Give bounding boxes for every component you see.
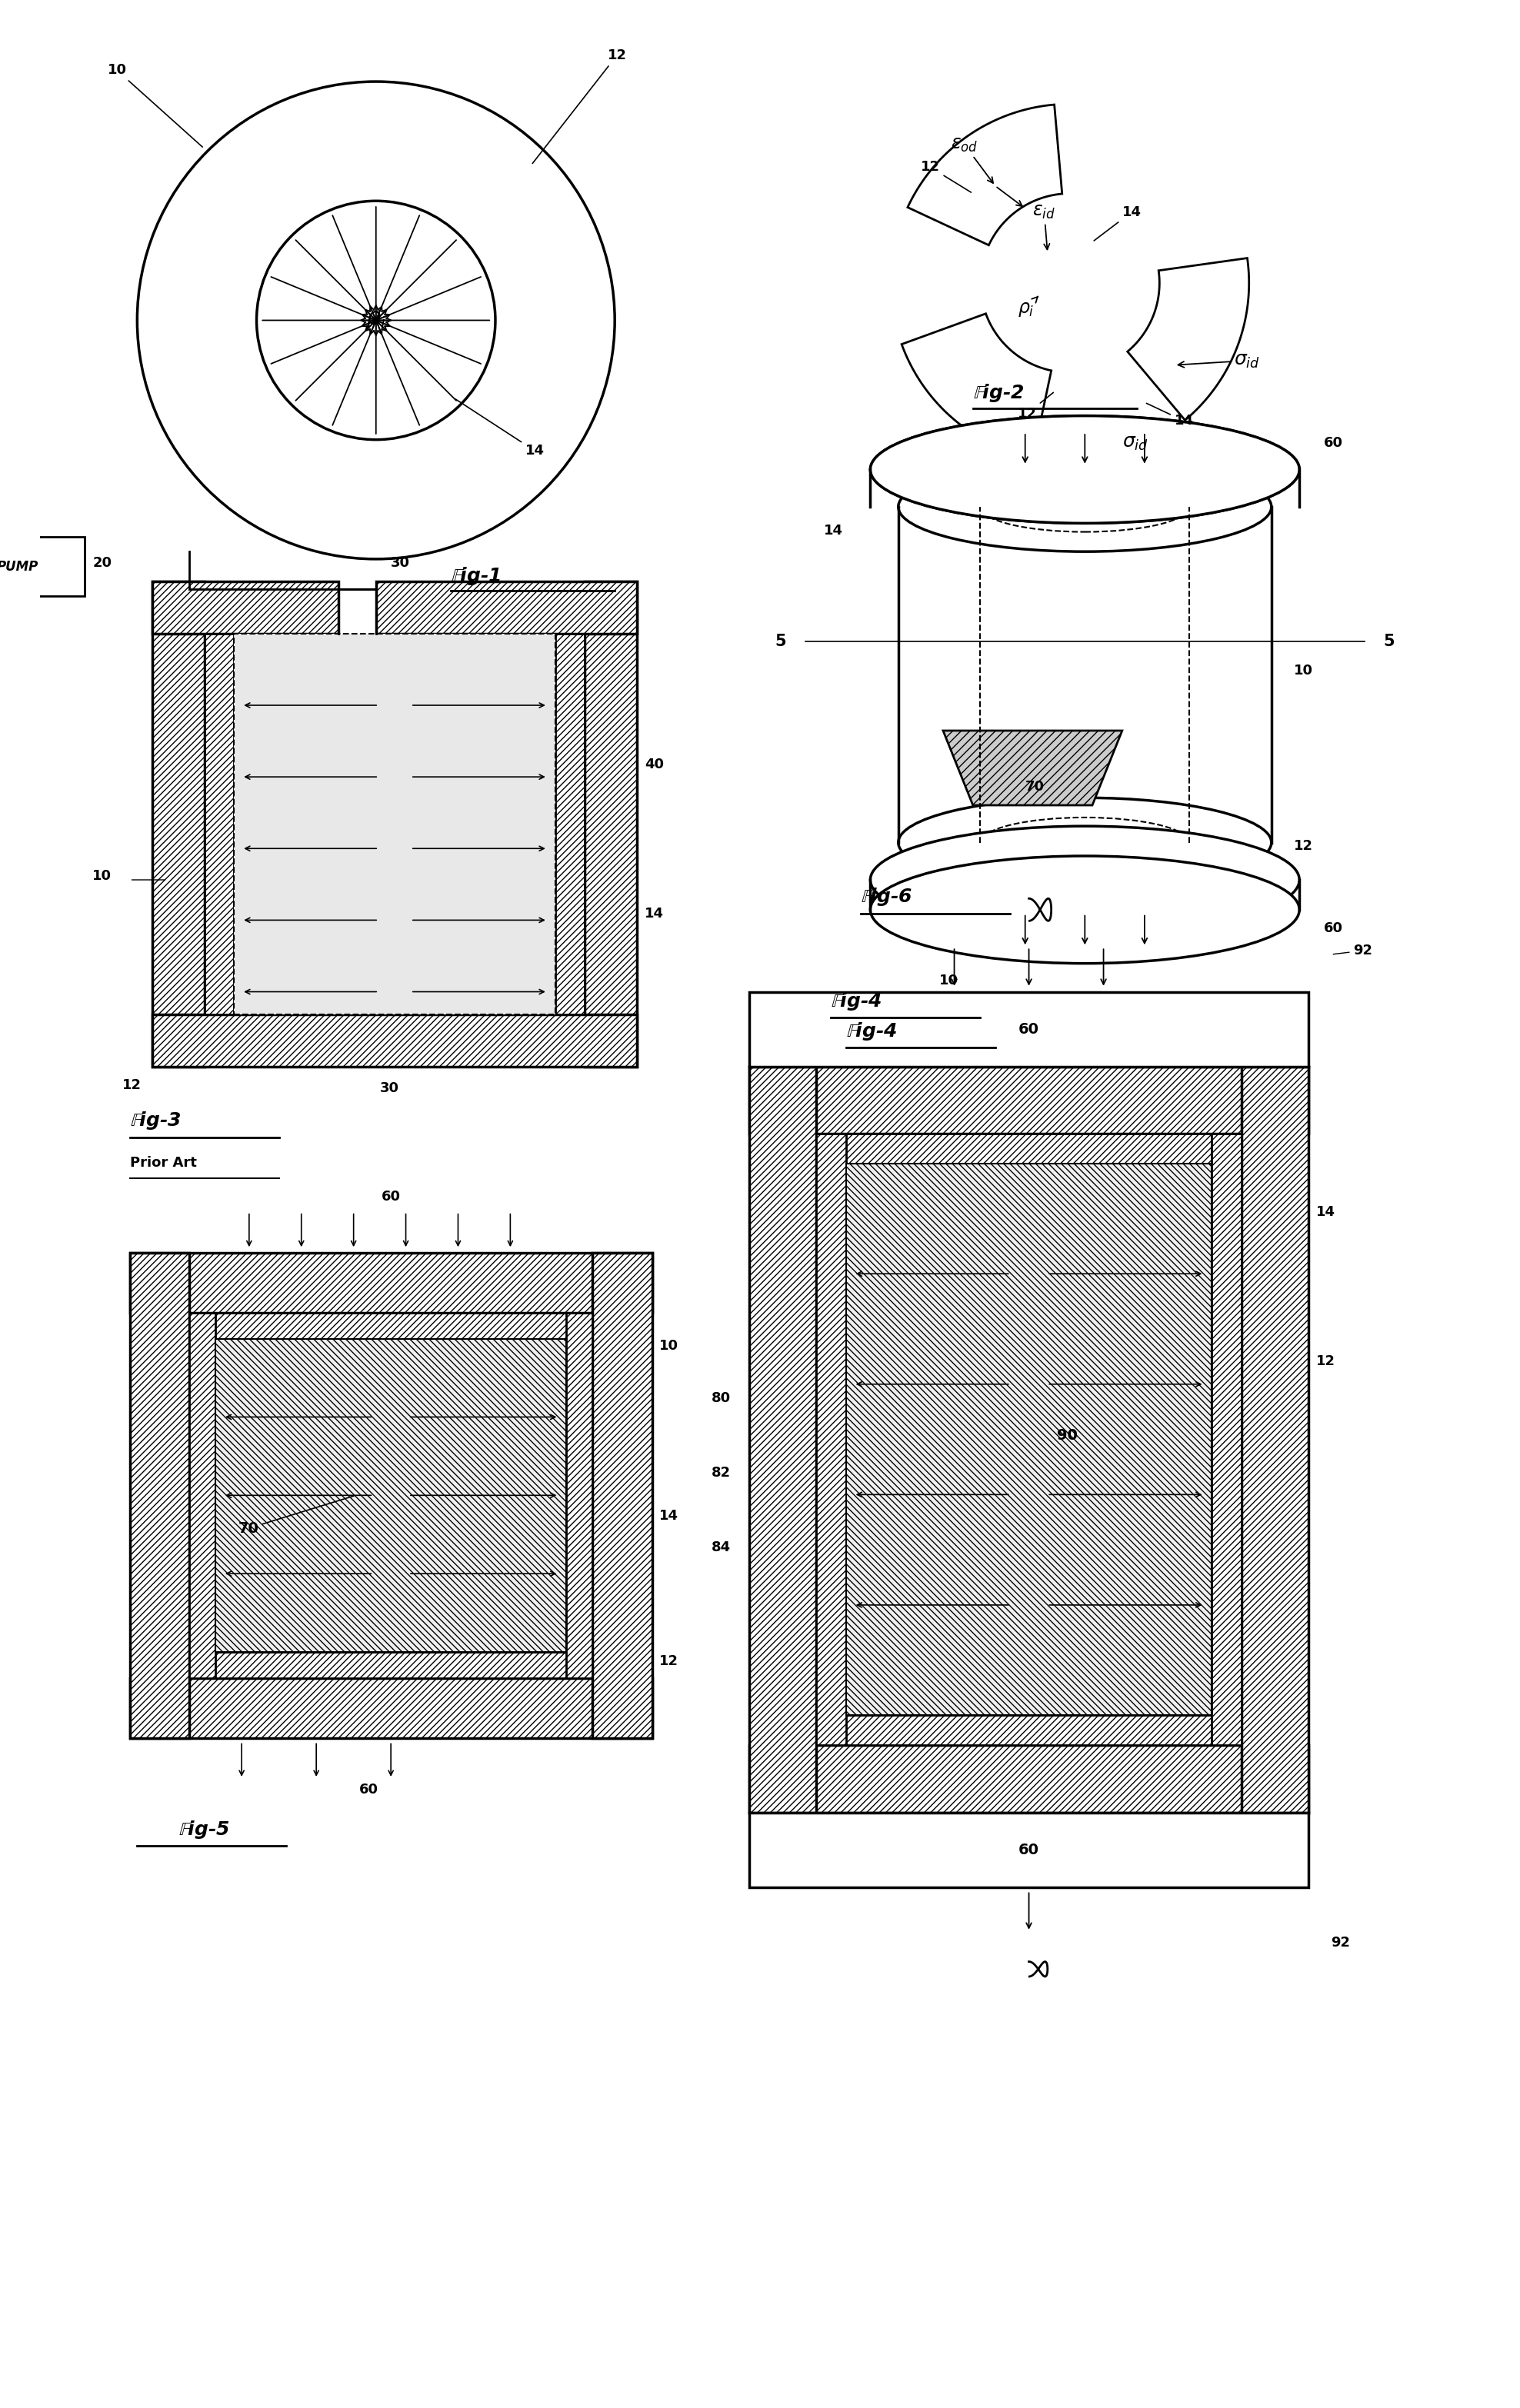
- Bar: [129, 1252, 652, 1312]
- Text: 5: 5: [775, 633, 786, 648]
- Bar: [190, 1312, 593, 1339]
- Text: 14: 14: [456, 400, 544, 458]
- Text: 12: 12: [122, 1079, 141, 1091]
- Ellipse shape: [980, 482, 1189, 532]
- Ellipse shape: [871, 417, 1300, 523]
- Text: $\varepsilon_{id}$: $\varepsilon_{id}$: [1032, 202, 1055, 250]
- Text: 5: 5: [1383, 633, 1394, 648]
- Ellipse shape: [871, 855, 1300, 963]
- Text: $\mathbb{F}$ig-3: $\mathbb{F}$ig-3: [129, 1110, 181, 1132]
- Text: 60: 60: [359, 1782, 378, 1796]
- Text: 10: 10: [939, 973, 959, 987]
- Polygon shape: [1128, 258, 1249, 419]
- Bar: [567, 1312, 593, 1678]
- Text: $\rho_i$: $\rho_i$: [365, 308, 386, 332]
- Bar: [1242, 1067, 1309, 1813]
- Text: $\mathbb{F}$ig-1: $\mathbb{F}$ig-1: [450, 566, 500, 588]
- Bar: [749, 1067, 816, 1813]
- Text: 12: 12: [660, 1654, 679, 1669]
- Text: 12: 12: [1018, 393, 1053, 421]
- Text: Prior Art: Prior Art: [129, 1156, 196, 1170]
- Bar: [190, 1652, 593, 1678]
- Text: 10: 10: [108, 63, 202, 147]
- Text: 20: 20: [93, 556, 111, 571]
- Bar: [847, 1163, 1211, 1714]
- Bar: [749, 1067, 1309, 1134]
- Bar: [152, 1014, 637, 1067]
- Bar: [152, 580, 339, 633]
- Text: 10: 10: [93, 869, 111, 884]
- Text: 40: 40: [644, 756, 664, 771]
- Text: 70: 70: [239, 1495, 354, 1536]
- Text: 60: 60: [1018, 1842, 1040, 1857]
- Ellipse shape: [898, 797, 1271, 886]
- Bar: [216, 1339, 567, 1652]
- Text: 14: 14: [824, 525, 844, 537]
- Bar: [375, 580, 637, 633]
- Text: 92: 92: [1333, 944, 1373, 958]
- Bar: [749, 1813, 1309, 1888]
- Text: 90: 90: [1056, 1428, 1078, 1442]
- Text: 14: 14: [644, 905, 664, 920]
- Text: 92: 92: [1332, 1936, 1350, 1950]
- Bar: [816, 1134, 1242, 1163]
- Text: 12: 12: [921, 161, 971, 193]
- Ellipse shape: [898, 462, 1271, 551]
- Text: $\mathbb{F}$ig-4: $\mathbb{F}$ig-4: [847, 1021, 897, 1043]
- Text: 60: 60: [1324, 436, 1342, 450]
- Text: 84: 84: [711, 1541, 731, 1553]
- Text: 70: 70: [1024, 780, 1044, 792]
- Text: 12: 12: [1316, 1353, 1336, 1368]
- Text: 14: 14: [660, 1510, 679, 1522]
- Text: 82: 82: [711, 1466, 731, 1481]
- Text: $\mathbb{F}$ig-5: $\mathbb{F}$ig-5: [179, 1818, 230, 1840]
- Bar: [749, 992, 1309, 1067]
- Text: $\varepsilon_{od}$: $\varepsilon_{od}$: [950, 135, 993, 183]
- Text: 14: 14: [1094, 205, 1142, 241]
- Bar: [129, 1252, 190, 1739]
- Text: 12: 12: [532, 48, 626, 164]
- Bar: [555, 633, 585, 1014]
- Bar: [152, 580, 204, 1067]
- Text: 14: 14: [1146, 402, 1193, 429]
- Text: $\mathbb{F}$ig-6: $\mathbb{F}$ig-6: [860, 886, 912, 908]
- Bar: [234, 633, 555, 1014]
- Text: PUMP: PUMP: [0, 559, 38, 573]
- FancyBboxPatch shape: [0, 537, 85, 597]
- Text: 10: 10: [1294, 665, 1313, 677]
- Text: $\sigma_{id}$: $\sigma_{id}$: [1122, 433, 1148, 453]
- Bar: [585, 580, 637, 1067]
- Ellipse shape: [980, 816, 1189, 867]
- Bar: [204, 633, 234, 1014]
- Polygon shape: [901, 313, 1052, 458]
- Text: $\mathbb{F}$ig-2: $\mathbb{F}$ig-2: [973, 383, 1024, 405]
- Bar: [1211, 1134, 1242, 1746]
- Text: 30: 30: [391, 556, 410, 571]
- Text: $\mathbb{F}$ig-4: $\mathbb{F}$ig-4: [831, 990, 882, 1011]
- Text: 60: 60: [382, 1190, 400, 1204]
- Bar: [593, 1252, 652, 1739]
- Text: $\rho_i$: $\rho_i$: [1018, 296, 1038, 318]
- Bar: [190, 1312, 216, 1678]
- Text: 10: 10: [660, 1339, 679, 1353]
- Bar: [816, 1134, 847, 1746]
- Bar: [749, 1746, 1309, 1813]
- Polygon shape: [942, 730, 1122, 804]
- Polygon shape: [907, 104, 1062, 246]
- Ellipse shape: [871, 417, 1300, 523]
- Text: 80: 80: [711, 1392, 731, 1406]
- Text: 60: 60: [1018, 1021, 1040, 1035]
- Text: 30: 30: [380, 1081, 398, 1096]
- Ellipse shape: [871, 826, 1300, 934]
- Text: 12: 12: [1294, 840, 1313, 852]
- Text: $\sigma_{id}$: $\sigma_{id}$: [1178, 352, 1260, 371]
- Text: 14: 14: [1316, 1204, 1336, 1218]
- Bar: [816, 1714, 1242, 1746]
- Bar: [129, 1678, 652, 1739]
- Text: 60: 60: [1324, 922, 1342, 934]
